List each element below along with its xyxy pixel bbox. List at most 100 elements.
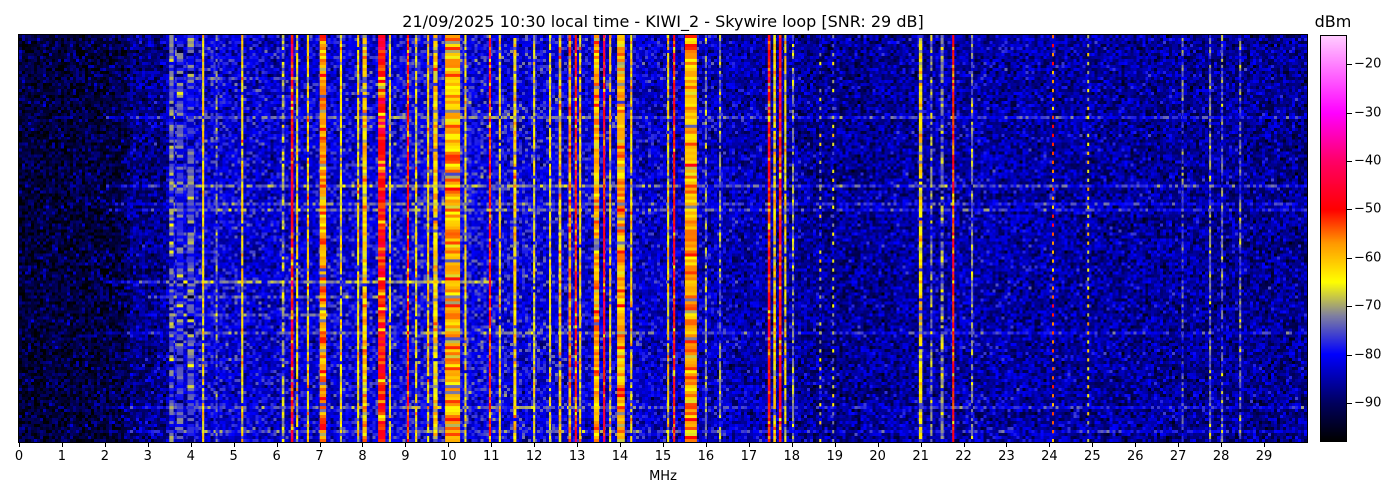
signal-cell	[202, 298, 205, 302]
signal-cell	[558, 232, 562, 236]
signal-cell	[630, 223, 633, 227]
signal-cell	[609, 106, 612, 111]
signal-cell	[617, 364, 625, 368]
signal-cell	[568, 76, 572, 81]
signal-cell	[406, 169, 409, 173]
signal-cell	[513, 109, 517, 114]
signal-cell	[579, 421, 582, 425]
signal-cell	[415, 142, 418, 146]
signal-cell	[406, 337, 409, 341]
signal-cell	[603, 298, 606, 302]
signal-cell	[579, 433, 582, 437]
signal-cell	[357, 223, 360, 227]
signal-cell	[169, 103, 174, 108]
signal-cell	[609, 274, 612, 278]
signal-cell	[241, 112, 244, 117]
signal-cell	[378, 208, 386, 212]
signal-cell	[603, 427, 606, 431]
signal-cell	[241, 118, 244, 123]
signal-cell	[433, 223, 438, 227]
signal-cell	[568, 187, 572, 191]
signal-cell	[176, 280, 184, 284]
signal-cell	[415, 262, 418, 266]
signal-cell	[176, 307, 184, 311]
signal-cell	[296, 82, 299, 87]
signal-cell	[378, 415, 386, 419]
signal-cell	[281, 241, 285, 245]
signal-cell	[378, 358, 386, 362]
signal-cell	[667, 169, 670, 173]
signal-cell	[281, 424, 285, 428]
signal-cell	[202, 292, 205, 296]
signal-cell	[176, 355, 184, 359]
signal-cell	[388, 415, 391, 419]
signal-cell	[579, 280, 582, 284]
signal-cell	[306, 247, 309, 251]
signal-cell	[498, 325, 501, 329]
signal-cell	[427, 178, 430, 182]
signal-cell	[603, 181, 606, 185]
signal-cell	[445, 109, 461, 114]
signal-cell	[339, 397, 342, 401]
signal-cell	[533, 41, 536, 45]
signal-cell	[290, 175, 294, 179]
signal-cell	[406, 41, 409, 45]
signal-cell	[215, 166, 218, 170]
signal-cell	[296, 307, 299, 311]
signal-cell	[568, 151, 572, 155]
signal-cell	[549, 85, 552, 90]
signal-cell	[568, 253, 572, 257]
signal-cell	[464, 334, 467, 338]
signal-cell	[388, 64, 391, 69]
signal-cell	[445, 154, 461, 158]
signal-cell	[617, 154, 625, 158]
signal-cell	[187, 259, 194, 263]
signal-cell	[549, 370, 552, 374]
signal-cell	[513, 85, 517, 90]
signal-cell	[574, 316, 577, 320]
signal-cell	[574, 142, 577, 146]
signal-cell	[603, 187, 606, 191]
signal-cell	[630, 145, 633, 149]
signal-cell	[187, 232, 194, 236]
signal-cell	[215, 328, 218, 332]
signal-cell	[406, 427, 409, 431]
signal-cell	[241, 91, 244, 96]
signal-cell	[574, 91, 577, 96]
signal-cell	[533, 187, 536, 191]
signal-cell	[558, 331, 562, 335]
signal-cell	[574, 310, 577, 314]
signal-cell	[406, 184, 409, 188]
signal-cell	[362, 175, 367, 179]
signal-cell	[296, 103, 299, 108]
signal-cell	[488, 64, 491, 69]
signal-cell	[281, 76, 285, 81]
signal-cell	[306, 85, 309, 90]
signal-cell	[319, 211, 327, 215]
signal-cell	[603, 196, 606, 200]
signal-cell	[306, 274, 309, 278]
signal-cell	[617, 82, 625, 87]
signal-cell	[290, 145, 294, 149]
signal-cell	[187, 91, 194, 96]
signal-cell	[406, 88, 409, 93]
signal-cell	[433, 304, 438, 308]
signal-cell	[281, 133, 285, 138]
signal-cell	[415, 58, 418, 63]
signal-cell	[603, 154, 606, 158]
signal-cell	[498, 250, 501, 254]
signal-cell	[176, 412, 184, 416]
signal-cell	[617, 289, 625, 293]
signal-cell	[513, 208, 517, 212]
signal-cell	[388, 145, 391, 149]
signal-cell	[464, 160, 467, 164]
signal-cell	[415, 430, 418, 434]
signal-cell	[445, 103, 461, 108]
signal-cell	[617, 67, 625, 72]
signal-cell	[290, 376, 294, 380]
signal-cell	[433, 271, 438, 275]
signal-cell	[339, 184, 342, 188]
signal-cell	[593, 271, 600, 275]
signal-cell	[427, 124, 430, 129]
signal-cell	[319, 214, 327, 218]
